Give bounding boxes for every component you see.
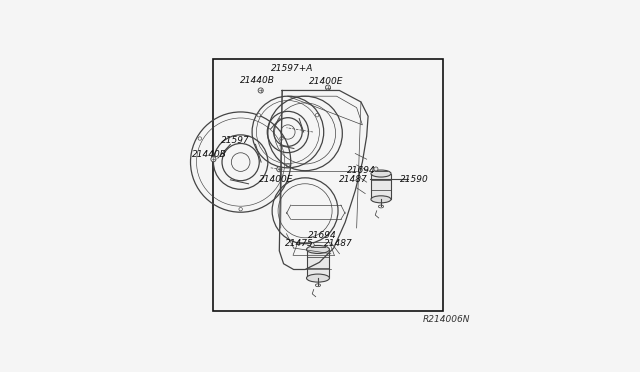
Circle shape xyxy=(286,164,290,167)
Text: 21475: 21475 xyxy=(285,239,314,248)
Circle shape xyxy=(310,243,314,247)
Circle shape xyxy=(257,113,260,117)
Text: 21400E: 21400E xyxy=(259,175,294,184)
Text: 21694: 21694 xyxy=(308,231,337,240)
Text: 21440B: 21440B xyxy=(241,76,275,85)
Ellipse shape xyxy=(307,246,330,253)
Text: 21597+A: 21597+A xyxy=(271,64,314,74)
Ellipse shape xyxy=(371,196,391,203)
Text: 21487: 21487 xyxy=(339,175,368,184)
Ellipse shape xyxy=(371,170,391,177)
Text: 21590: 21590 xyxy=(399,175,428,184)
Circle shape xyxy=(258,88,263,93)
Circle shape xyxy=(280,137,283,140)
Bar xyxy=(307,250,330,278)
Circle shape xyxy=(276,167,282,172)
Text: 21400E: 21400E xyxy=(309,77,344,86)
Circle shape xyxy=(198,137,202,140)
Bar xyxy=(371,173,391,199)
Ellipse shape xyxy=(307,274,330,282)
Text: 21440B: 21440B xyxy=(192,150,227,160)
Circle shape xyxy=(239,208,243,211)
Text: R214006N: R214006N xyxy=(422,315,470,324)
Circle shape xyxy=(374,167,378,171)
Circle shape xyxy=(316,113,319,117)
Text: 21487: 21487 xyxy=(324,239,353,248)
Bar xyxy=(213,59,443,311)
Circle shape xyxy=(211,157,216,162)
Text: 21597: 21597 xyxy=(221,136,250,145)
Circle shape xyxy=(325,85,331,90)
Text: 21694: 21694 xyxy=(347,166,375,175)
